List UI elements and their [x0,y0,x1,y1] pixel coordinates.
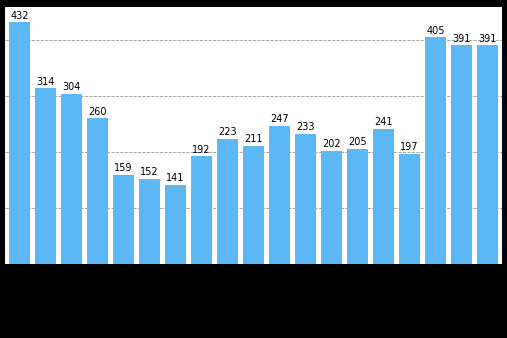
Text: 223: 223 [218,127,237,138]
Text: 205: 205 [348,138,367,147]
Text: 202: 202 [322,139,341,149]
Text: 197: 197 [401,142,419,152]
Bar [269,126,290,264]
Bar [191,156,212,264]
Text: 314: 314 [36,77,55,87]
Bar [243,146,264,264]
Text: 211: 211 [244,134,263,144]
Text: 141: 141 [166,173,185,183]
Bar [9,22,30,264]
Bar [451,45,473,264]
Bar [217,139,238,264]
Text: 304: 304 [62,82,81,92]
Text: 241: 241 [374,117,393,127]
Bar [165,185,186,264]
Bar [321,151,342,264]
Text: 432: 432 [10,11,28,21]
Text: 159: 159 [114,163,133,173]
Bar [34,88,56,264]
Text: 405: 405 [426,26,445,36]
Text: 391: 391 [479,33,497,44]
Bar [477,45,498,264]
Text: 192: 192 [192,145,211,155]
Text: 152: 152 [140,167,159,177]
Text: 247: 247 [270,114,289,124]
Bar [139,179,160,264]
Bar [61,94,82,264]
Bar [87,118,108,264]
Bar [113,175,134,264]
Bar [425,38,446,264]
Bar [295,134,316,264]
Text: 233: 233 [296,122,315,132]
Text: 260: 260 [88,107,106,117]
Text: 391: 391 [452,33,471,44]
Bar [399,154,420,264]
Bar [347,149,368,264]
Bar [373,129,394,264]
